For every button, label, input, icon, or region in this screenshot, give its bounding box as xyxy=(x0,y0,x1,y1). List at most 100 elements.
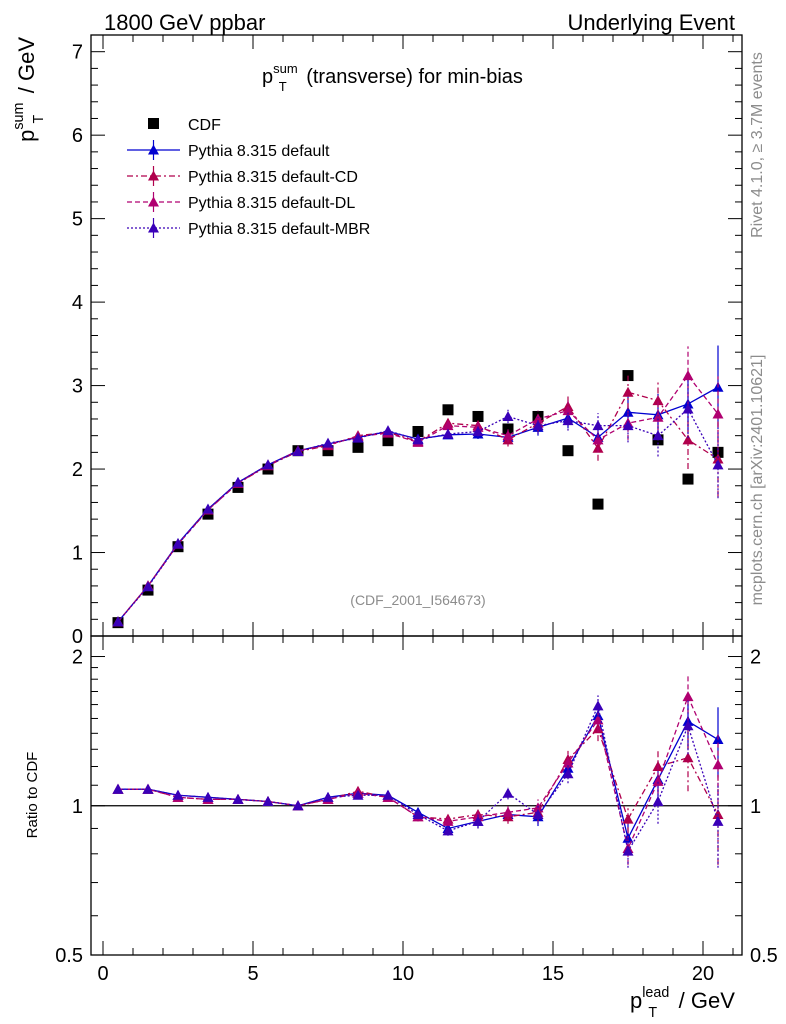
legend-marker-cd xyxy=(148,170,159,181)
cdf-data-point xyxy=(562,445,574,457)
marker-cd xyxy=(622,386,634,397)
marker-mbr xyxy=(202,791,214,802)
marker-dl xyxy=(502,430,514,441)
marker-mbr xyxy=(172,789,184,800)
marker-mbr xyxy=(712,459,724,470)
x-tick-label: 10 xyxy=(392,963,414,985)
marker-mbr xyxy=(622,845,634,856)
cdf-data-point xyxy=(322,445,334,457)
marker-dl xyxy=(442,815,454,826)
mcplots-label: mcplots.cern.ch [arXiv:2401.10621] xyxy=(749,355,766,606)
legend-marker-mbr xyxy=(148,222,159,233)
marker-mbr xyxy=(682,720,694,731)
marker-mbr xyxy=(202,503,214,514)
ratio-tick-label-right: 0.5 xyxy=(750,945,778,967)
legend-label: Pythia 8.315 default xyxy=(188,143,330,160)
marker-cd xyxy=(712,453,724,464)
x-tick-label: 0 xyxy=(97,963,108,985)
ratio-tick-label-right: 2 xyxy=(750,647,761,669)
marker-mbr xyxy=(472,425,484,436)
cdf-data-point xyxy=(442,404,454,416)
marker-mbr xyxy=(532,809,544,820)
marker-mbr xyxy=(352,432,364,443)
x-axis-label: plead T / GeV xyxy=(630,985,735,1021)
ratio-plot-frame xyxy=(90,635,743,956)
x-tick-label: 20 xyxy=(692,963,714,985)
legend: CDF Pythia 8.315 default Pythia 8.315 defa… xyxy=(127,117,370,238)
series-line-dl xyxy=(117,374,719,623)
y-tick-label: 7 xyxy=(72,42,83,64)
marker-cd xyxy=(682,752,694,763)
marker-dl xyxy=(682,370,694,381)
ratio-tick-label: 0.5 xyxy=(55,945,83,967)
marker-mbr xyxy=(232,793,244,804)
marker-mbr xyxy=(682,403,694,414)
marker-mbr xyxy=(562,768,574,779)
marker-dl xyxy=(562,757,574,768)
y-tick-label: 5 xyxy=(72,209,83,231)
marker-mbr xyxy=(112,783,124,794)
marker-dl xyxy=(532,413,544,424)
marker-mbr xyxy=(532,420,544,431)
cdf-data-point xyxy=(412,425,424,437)
marker-dl xyxy=(682,691,694,702)
marker-mbr xyxy=(322,437,334,448)
marker-mbr xyxy=(442,825,454,836)
marker-mbr xyxy=(382,789,394,800)
marker-mbr xyxy=(292,446,304,457)
cdf-data-point xyxy=(352,441,364,453)
marker-mbr xyxy=(142,581,154,592)
marker-dl xyxy=(712,759,724,770)
marker-cd xyxy=(682,434,694,445)
y-tick-label: 6 xyxy=(72,125,83,147)
ratio-y-axis-label: Ratio to CDF xyxy=(24,752,41,839)
marker-mbr xyxy=(172,538,184,549)
y-tick-label: 4 xyxy=(72,292,83,314)
x-tick-label: 5 xyxy=(247,963,258,985)
ratio-plot-panel: 0 5 10 15 20 0.5 0.5 1 1 2 2 Ratio to CDF plead T / G… xyxy=(24,635,778,1021)
marker-dl xyxy=(562,405,574,416)
ratio-tick-label: 2 xyxy=(72,647,83,669)
cdf-data-point xyxy=(682,473,694,485)
marker-mbr xyxy=(112,616,124,627)
marker-mbr xyxy=(592,420,604,431)
marker-mbr xyxy=(502,410,514,421)
marker-dl xyxy=(652,775,664,786)
marker-mbr xyxy=(412,434,424,445)
marker-mbr xyxy=(412,809,424,820)
marker-mbr xyxy=(472,815,484,826)
marker-mbr xyxy=(652,430,664,441)
marker-mbr xyxy=(712,815,724,826)
legend-label: Pythia 8.315 default-MBR xyxy=(188,221,370,238)
marker-mbr xyxy=(292,800,304,811)
marker-mbr xyxy=(652,795,664,806)
marker-dl xyxy=(442,420,454,431)
cdf-data-point xyxy=(382,435,394,447)
marker-mbr xyxy=(502,787,514,798)
marker-mbr xyxy=(622,420,634,431)
legend-marker-default xyxy=(148,144,159,155)
rivet-version-label: Rivet 4.1.0, ≥ 3.7M events xyxy=(749,52,766,238)
marker-mbr xyxy=(262,795,274,806)
y-tick-label: 2 xyxy=(72,459,83,481)
cdf-data-point xyxy=(592,498,604,510)
legend-marker-cdf xyxy=(148,118,159,129)
marker-cd xyxy=(652,395,664,406)
y-tick-label: 3 xyxy=(72,376,83,398)
cdf-data-point xyxy=(472,410,484,422)
marker-cd xyxy=(622,813,634,824)
marker-mbr xyxy=(562,415,574,426)
ratio-tick-label-right: 1 xyxy=(750,796,761,818)
y-tick-label: 1 xyxy=(72,543,83,565)
marker-dl xyxy=(502,806,514,817)
series-line-mbr xyxy=(117,407,719,623)
marker-mbr xyxy=(352,789,364,800)
legend-label: Pythia 8.315 default-DL xyxy=(188,195,355,212)
marker-mbr xyxy=(232,476,244,487)
x-tick-label: 15 xyxy=(542,963,564,985)
header-right: Underlying Event xyxy=(567,10,735,35)
marker-mbr xyxy=(442,428,454,439)
marker-mbr xyxy=(262,459,274,470)
marker-dl xyxy=(712,408,724,419)
